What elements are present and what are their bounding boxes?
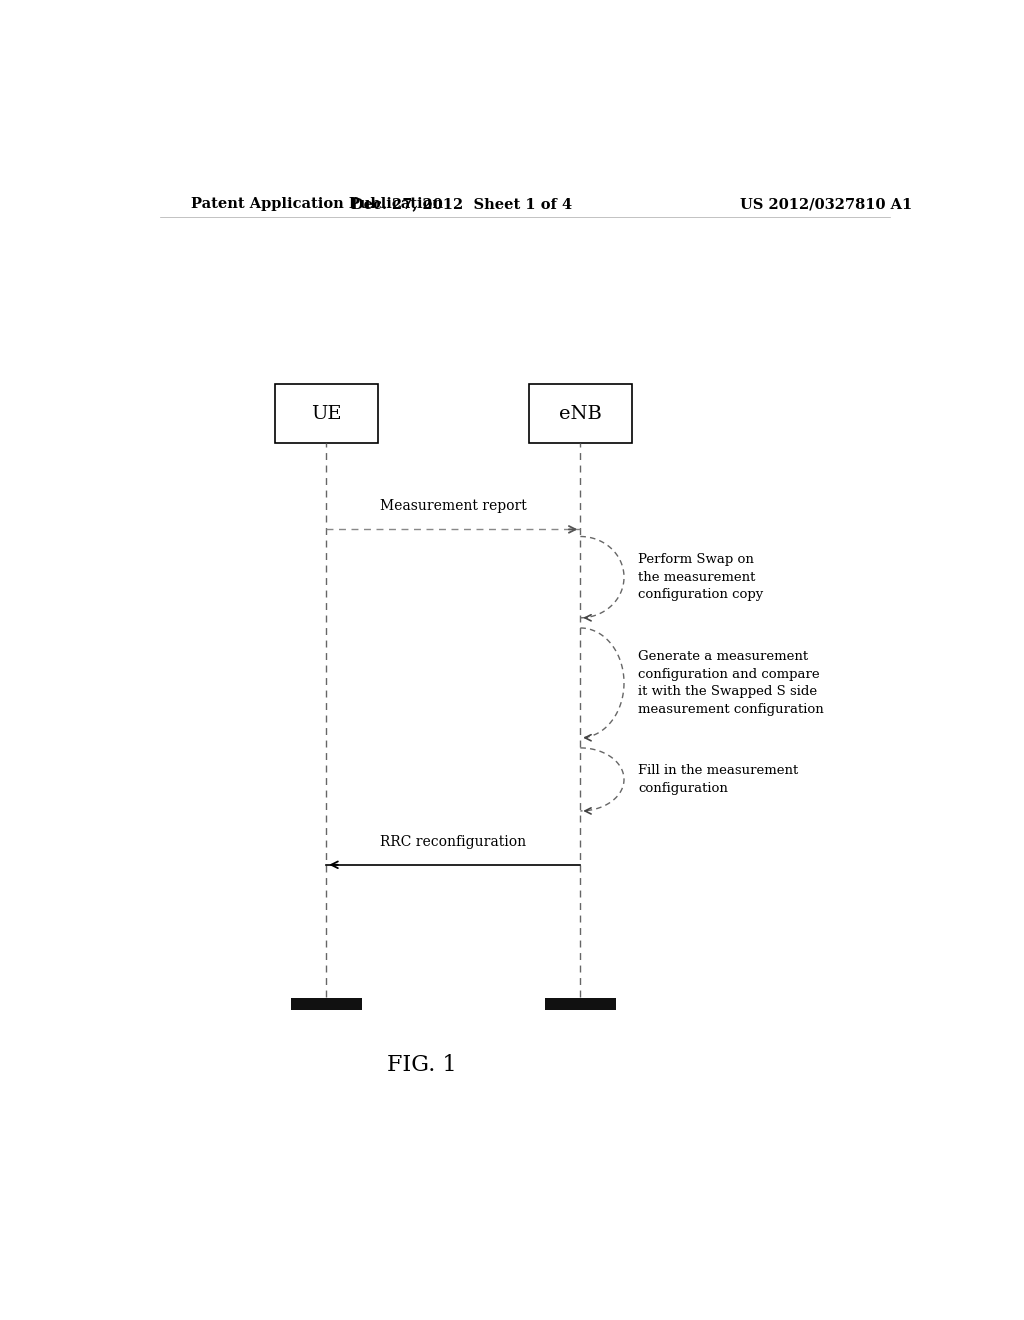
Text: Dec. 27, 2012  Sheet 1 of 4: Dec. 27, 2012 Sheet 1 of 4 (351, 197, 571, 211)
Text: Measurement report: Measurement report (380, 499, 526, 513)
Bar (274, 384, 378, 444)
Text: UE: UE (311, 404, 342, 422)
Text: Patent Application Publication: Patent Application Publication (191, 197, 443, 211)
Bar (528, 384, 632, 444)
Text: RRC reconfiguration: RRC reconfiguration (380, 834, 526, 849)
Bar (545, 998, 616, 1010)
Text: Generate a measurement
configuration and compare
it with the Swapped S side
meas: Generate a measurement configuration and… (638, 651, 824, 715)
Text: eNB: eNB (559, 404, 602, 422)
Text: Fill in the measurement
configuration: Fill in the measurement configuration (638, 764, 799, 795)
Text: FIG. 1: FIG. 1 (387, 1055, 457, 1076)
Text: Perform Swap on
the measurement
configuration copy: Perform Swap on the measurement configur… (638, 553, 764, 601)
Text: US 2012/0327810 A1: US 2012/0327810 A1 (740, 197, 912, 211)
Bar (291, 998, 362, 1010)
